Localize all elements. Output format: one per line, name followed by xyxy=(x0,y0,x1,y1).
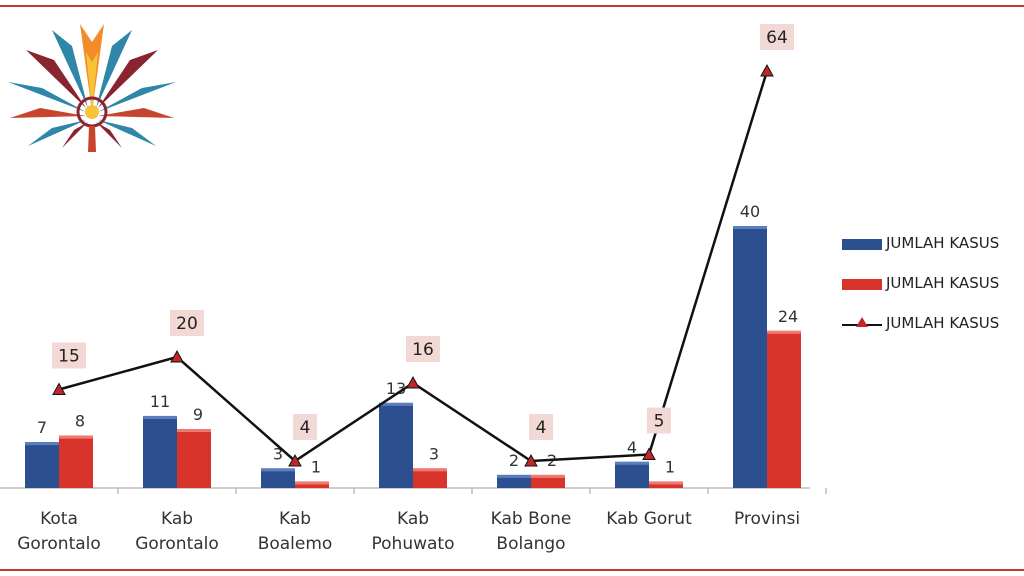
data-label-series-1: 7 xyxy=(37,418,47,437)
bar-highlight xyxy=(59,435,93,439)
bar-highlight xyxy=(177,429,211,433)
data-label-series-1: 11 xyxy=(150,392,170,411)
category-label: Kab xyxy=(161,509,193,529)
category-label: Bolango xyxy=(496,534,565,554)
category-label: Kab Gorut xyxy=(606,509,692,529)
line-marker xyxy=(524,453,538,467)
bar-series-1 xyxy=(143,415,177,488)
bar-highlight xyxy=(261,468,295,472)
category-label: Gorontalo xyxy=(17,534,101,554)
line-marker xyxy=(406,375,420,389)
category-label: Kota xyxy=(40,509,78,529)
legend: JUMLAH KASUS JUMLAH KASUS JUMLAH KASUS xyxy=(842,234,1024,354)
bar-highlight xyxy=(649,481,683,485)
data-label-series-2: 9 xyxy=(193,405,203,424)
category-label: Kab Bone xyxy=(491,509,572,529)
bar-highlight xyxy=(25,442,59,446)
bar-highlight xyxy=(295,481,329,485)
bar-highlight xyxy=(413,468,447,472)
top-border xyxy=(0,5,1024,7)
headdress-logo-icon xyxy=(8,24,176,152)
bar-highlight xyxy=(143,415,177,419)
data-label-series-2: 1 xyxy=(665,457,675,476)
data-label-series-3: 4 xyxy=(536,418,547,438)
line-marker xyxy=(642,447,656,460)
data-label-series-1: 13 xyxy=(386,379,406,398)
bar-series-2 xyxy=(531,474,565,488)
data-label-series-2: 3 xyxy=(429,444,439,463)
category-label: Pohuwato xyxy=(372,534,455,554)
data-label-series-1: 3 xyxy=(273,444,283,463)
data-label-series-3: 20 xyxy=(176,314,198,334)
bar-highlight xyxy=(767,330,801,334)
bar-series-1 xyxy=(733,226,767,488)
bar-series-2 xyxy=(59,435,93,488)
bar-series-2 xyxy=(767,330,801,488)
line-marker xyxy=(760,63,774,77)
bar-highlight xyxy=(733,226,767,229)
legend-label: JUMLAH KASUS xyxy=(886,234,1000,252)
line-label-box xyxy=(406,336,440,362)
legend-item-series-3: JUMLAH KASUS xyxy=(842,314,1024,334)
legend-swatch-red xyxy=(842,279,882,290)
bar-highlight xyxy=(615,461,649,465)
legend-label: JUMLAH KASUS xyxy=(886,274,1000,292)
category-label: Kab xyxy=(279,509,311,529)
data-label-series-3: 64 xyxy=(766,28,788,48)
line-label-box xyxy=(170,310,204,336)
triangle-marker-icon xyxy=(856,317,868,327)
data-label-series-3: 15 xyxy=(58,347,80,367)
legend-swatch-blue xyxy=(842,239,882,250)
data-label-series-2: 8 xyxy=(75,412,85,431)
data-label-series-3: 4 xyxy=(300,418,311,438)
bar-series-1 xyxy=(615,461,649,488)
bar-series-1 xyxy=(261,468,295,488)
bar-highlight xyxy=(531,474,565,478)
line-label-box xyxy=(760,24,794,50)
bar-series-2 xyxy=(295,481,329,488)
data-label-series-1: 2 xyxy=(509,451,519,470)
bar-highlight xyxy=(379,402,413,406)
category-label: Boalemo xyxy=(258,534,333,554)
bar-series-1 xyxy=(497,474,531,488)
data-label-series-2: 1 xyxy=(311,457,321,476)
data-label-series-3: 16 xyxy=(412,340,434,360)
bottom-border xyxy=(0,569,1024,571)
data-label-series-1: 40 xyxy=(740,202,760,221)
category-label: Kab xyxy=(397,509,429,529)
bar-series-2 xyxy=(177,429,211,488)
category-label: Gorontalo xyxy=(135,534,219,554)
bar-series-2 xyxy=(413,468,447,488)
line-label-box xyxy=(293,414,317,440)
legend-item-series-1: JUMLAH KASUS xyxy=(842,234,1024,254)
line-marker xyxy=(170,349,184,363)
bar-highlight xyxy=(497,474,531,478)
data-label-series-3: 5 xyxy=(654,412,665,432)
line-marker xyxy=(288,453,302,467)
line-label-box xyxy=(647,407,671,434)
bar-series-1 xyxy=(25,442,59,488)
category-label: Provinsi xyxy=(734,509,800,529)
line-label-box xyxy=(529,414,553,440)
data-label-series-2: 24 xyxy=(778,307,798,326)
bar-series-1 xyxy=(379,402,413,488)
legend-item-series-2: JUMLAH KASUS xyxy=(842,274,1024,294)
bar-series-2 xyxy=(649,481,683,488)
line-marker xyxy=(52,382,66,395)
data-label-series-1: 4 xyxy=(627,438,637,457)
legend-label: JUMLAH KASUS xyxy=(886,314,1000,332)
line-label-box xyxy=(52,342,86,369)
